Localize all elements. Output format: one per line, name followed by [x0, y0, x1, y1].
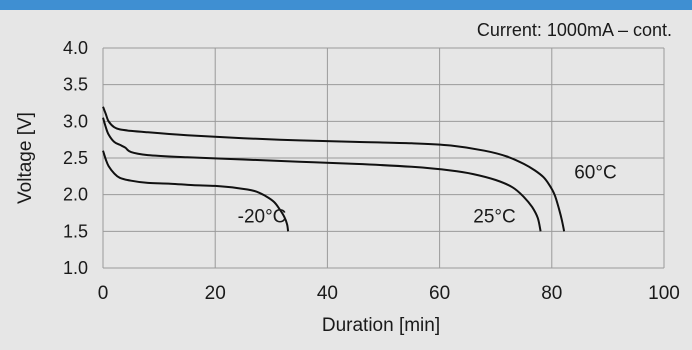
curve-labels: -20°C 25°C 60°C	[238, 163, 617, 228]
y-tick-label: 3.0	[63, 111, 88, 131]
x-tick-label: 40	[317, 283, 338, 304]
x-tick-label: 80	[541, 283, 562, 304]
series-line	[102, 117, 542, 232]
y-tick-label: 3.5	[63, 75, 88, 95]
curve-label: 60°C	[574, 163, 616, 184]
y-tick-label: 1.5	[63, 221, 88, 241]
x-tick-label: 60	[429, 283, 450, 304]
x-tick-label: 100	[648, 283, 680, 304]
x-tick-label: 0	[98, 283, 109, 304]
curve-label: -20°C	[238, 207, 287, 228]
series-line	[102, 150, 290, 232]
series-line	[102, 106, 566, 232]
y-tick-label: 1.0	[63, 258, 88, 278]
y-tick-label: 2.5	[63, 148, 88, 168]
tick-labels: 1.0 1.5 2.0 2.5 3.0 3.5 4.0 0 20 40 60 80 100	[63, 38, 680, 304]
curve-label: 25°C	[473, 207, 515, 228]
chart-annotation: Current: 1000mA – cont.	[477, 20, 672, 40]
accent-bar	[0, 0, 692, 10]
series-curves	[102, 106, 566, 232]
y-tick-label: 4.0	[63, 38, 88, 58]
gridlines	[102, 47, 665, 269]
x-axis-label: Duration [min]	[322, 315, 440, 336]
x-tick-label: 20	[205, 283, 226, 304]
y-tick-label: 2.0	[63, 185, 88, 205]
y-axis-label: Voltage [V]	[15, 112, 36, 204]
